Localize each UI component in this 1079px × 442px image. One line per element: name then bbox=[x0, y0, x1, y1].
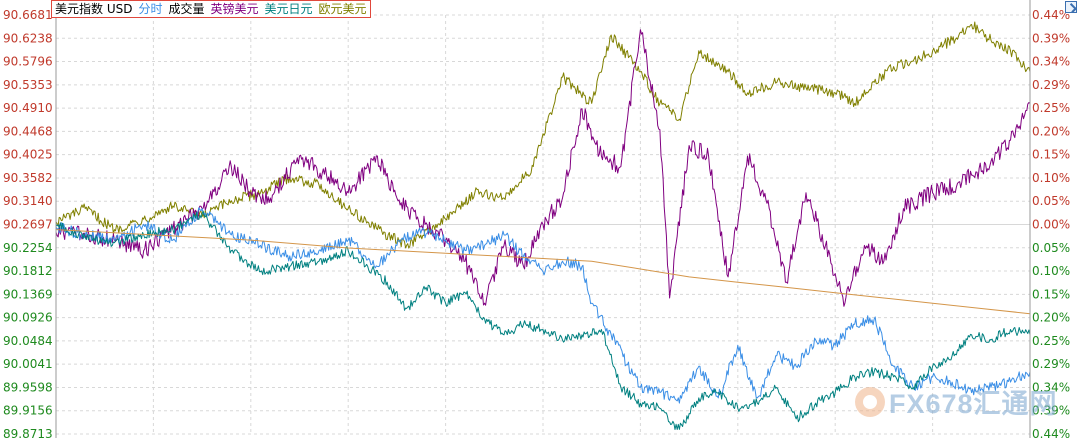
left-tick-label: 89.9598 bbox=[3, 380, 53, 394]
legend-item[interactable]: 成交量 bbox=[168, 2, 205, 16]
left-tick-label: 90.4468 bbox=[3, 124, 53, 138]
series-line-usdjpy bbox=[55, 210, 1031, 430]
left-tick-label: 89.9156 bbox=[3, 404, 53, 418]
right-tick-label: 0.25% bbox=[1032, 101, 1070, 115]
series-line-eurusd bbox=[55, 21, 1031, 249]
axis-layer: 90.6681 0.44% 90.6238 0.39% 90.5796 0.34% 90.5… bbox=[3, 0, 1070, 441]
left-tick-label: 90.1812 bbox=[3, 264, 53, 278]
right-tick-label: 0.29% bbox=[1032, 357, 1070, 371]
right-tick-label: 0.34% bbox=[1032, 55, 1070, 69]
left-tick-label: 90.0484 bbox=[3, 334, 53, 348]
right-tick-label: 0.39% bbox=[1032, 404, 1070, 418]
left-tick-label: 90.5353 bbox=[3, 78, 53, 92]
right-tick-label: 0.10% bbox=[1032, 171, 1070, 185]
left-tick-label: 89.8713 bbox=[3, 427, 53, 438]
left-tick-label: 90.4025 bbox=[3, 148, 53, 162]
left-tick-label: 90.3140 bbox=[3, 194, 53, 208]
right-tick-label: 0.44% bbox=[1032, 427, 1070, 438]
right-tick-label: 0.10% bbox=[1032, 264, 1070, 278]
series-line-usd bbox=[55, 207, 1031, 404]
legend-item[interactable]: 美元日元 bbox=[264, 2, 313, 16]
right-tick-label: 0.34% bbox=[1032, 380, 1070, 394]
left-tick-label: 90.3582 bbox=[3, 171, 53, 185]
left-tick-label: 90.6238 bbox=[3, 31, 53, 45]
left-tick-label: 90.2697 bbox=[3, 218, 53, 232]
right-tick-label: 0.20% bbox=[1032, 311, 1070, 325]
legend-item[interactable]: 英镑美元 bbox=[210, 2, 259, 16]
legend: 美元指数 USD 分时 成交量 英镑美元 美元日元 欧元美元 bbox=[51, 0, 371, 18]
right-tick-label: 0.15% bbox=[1032, 148, 1070, 162]
right-tick-label: 0.15% bbox=[1032, 287, 1070, 301]
left-tick-label: 90.1369 bbox=[3, 287, 53, 301]
left-tick-label: 90.0041 bbox=[3, 357, 53, 371]
series-line-avg bbox=[55, 229, 1031, 315]
right-tick-label: 0.25% bbox=[1032, 334, 1070, 348]
left-tick-label: 90.6681 bbox=[3, 8, 53, 22]
right-tick-label: 0.05% bbox=[1032, 241, 1070, 255]
right-tick-label: 0.39% bbox=[1032, 31, 1070, 45]
left-tick-label: 90.5796 bbox=[3, 55, 53, 69]
right-tick-label: 0.00% bbox=[1032, 218, 1070, 232]
right-tick-label: 0.44% bbox=[1032, 8, 1070, 22]
left-tick-label: 90.2254 bbox=[3, 241, 53, 255]
right-tick-label: 0.05% bbox=[1032, 194, 1070, 208]
expand-button[interactable] bbox=[1065, 1, 1077, 13]
left-tick-label: 90.4910 bbox=[3, 101, 53, 115]
right-tick-label: 0.20% bbox=[1032, 124, 1070, 138]
legend-item[interactable]: 分时 bbox=[138, 2, 163, 16]
legend-item[interactable]: 欧元美元 bbox=[318, 2, 367, 16]
series-line-gbpusd bbox=[55, 29, 1031, 307]
legend-item[interactable]: 美元指数 USD bbox=[55, 2, 133, 16]
right-tick-label: 0.29% bbox=[1032, 78, 1070, 92]
left-tick-label: 90.0926 bbox=[3, 311, 53, 325]
series-layer bbox=[55, 21, 1031, 430]
